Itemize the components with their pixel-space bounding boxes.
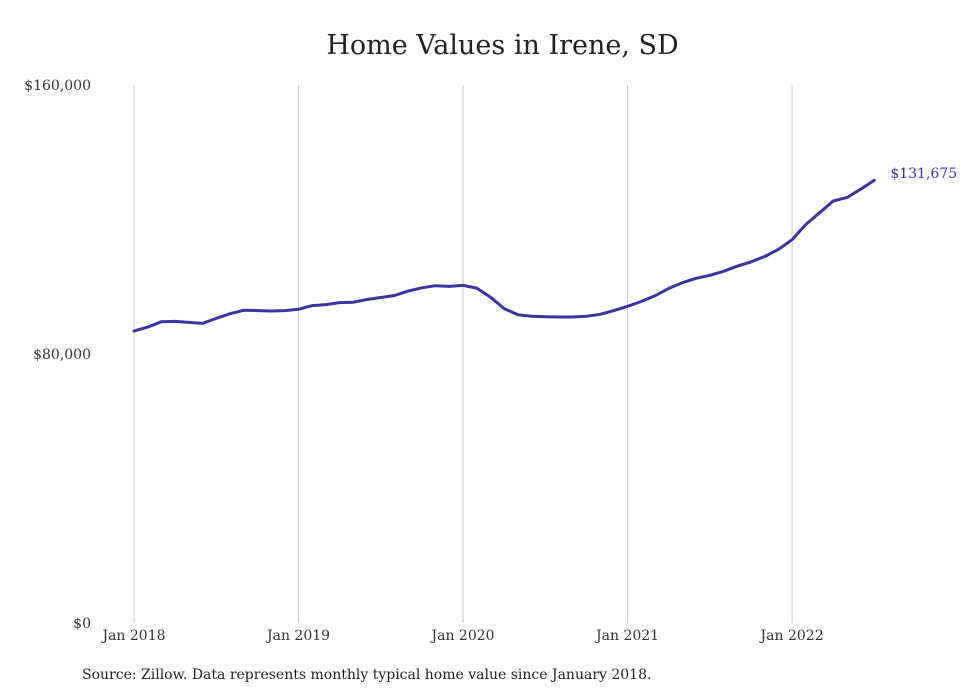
x-tick-label: Jan 2019	[265, 628, 330, 644]
x-tick-label: Jan 2021	[594, 628, 659, 644]
x-tick-label: Jan 2022	[759, 628, 824, 644]
line-chart: $160,000$80,000$0 Jan 2018 Jan 2019 Jan 20…	[24, 78, 957, 644]
y-tick-label: $80,000	[33, 347, 91, 363]
x-axis-ticks: Jan 2018 Jan 2019 Jan 2020 Jan 2021 Jan 2022	[100, 628, 823, 644]
x-tick-label: Jan 2020	[430, 628, 495, 644]
y-tick-label: $0	[73, 616, 91, 632]
gridlines	[133, 85, 793, 623]
x-tick-label: Jan 2018	[100, 628, 165, 644]
end-value-label: $131,675	[890, 166, 957, 182]
source-note: Source: Zillow. Data represents monthly …	[82, 667, 652, 683]
series-line-home-value	[132, 178, 876, 333]
y-axis-ticks: $160,000 $80,000 $0	[24, 78, 91, 632]
y-tick-label: $160,000	[24, 78, 91, 94]
chart-title: Home Values in Irene, SD	[326, 30, 679, 61]
